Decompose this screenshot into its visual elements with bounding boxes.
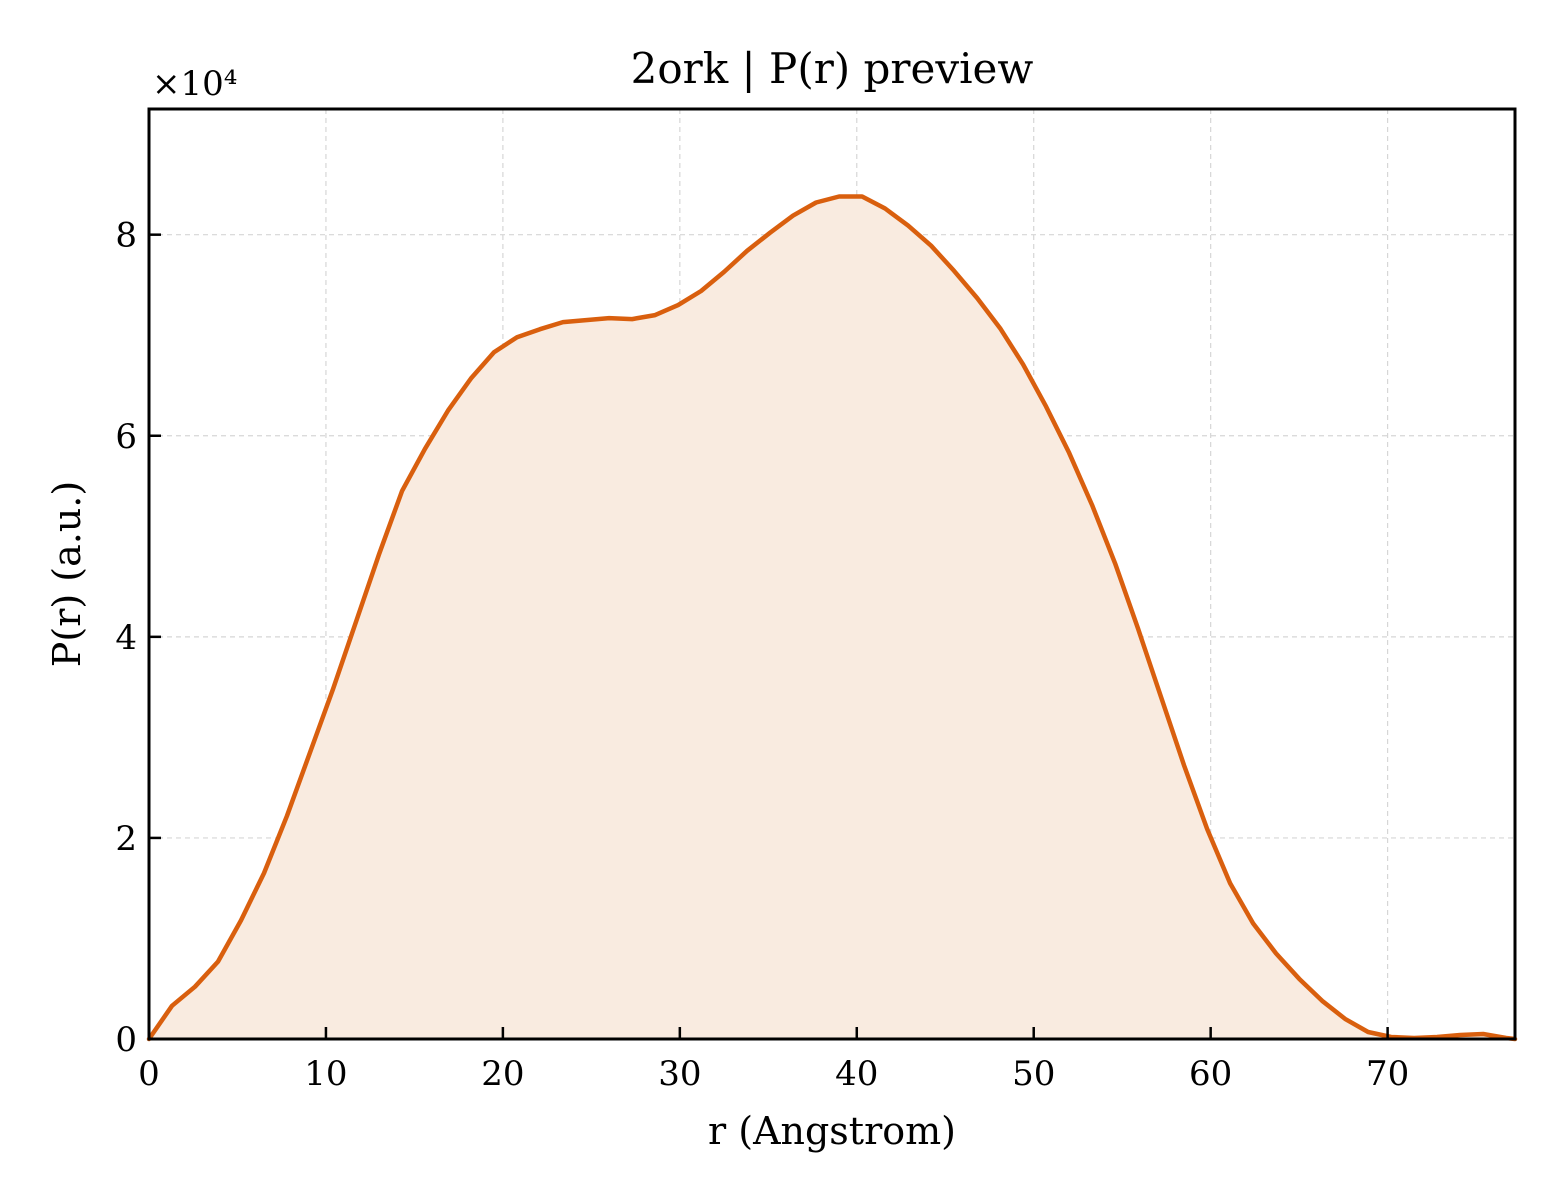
series-line	[146, 194, 1518, 1042]
y-tick-label: 2	[115, 819, 137, 859]
x-tick-label: 20	[481, 1054, 524, 1094]
area-layer	[146, 194, 1518, 1042]
x-tick-label: 0	[138, 1054, 160, 1094]
x-tick-label: 50	[1012, 1054, 1055, 1094]
y-tick-label: 8	[115, 216, 137, 256]
x-tick-label: 70	[1366, 1054, 1409, 1094]
x-tick-label: 30	[658, 1054, 701, 1094]
x-tick-label: 60	[1189, 1054, 1232, 1094]
axis-ticks: 0 10 20 30 40 50 60 70 0 2 4 6 8	[115, 216, 1409, 1094]
y-axis-multiplier: ×10⁴	[152, 64, 237, 104]
series-area-fill	[149, 196, 1515, 1039]
y-axis-label: P(r) (a.u.)	[45, 481, 89, 667]
y-tick-label: 4	[115, 618, 137, 658]
y-tick-label: 6	[115, 417, 137, 457]
x-tick-label: 10	[304, 1054, 347, 1094]
x-tick-label: 40	[835, 1054, 878, 1094]
y-tick-label: 0	[115, 1020, 137, 1060]
plot-frame	[147, 107, 1517, 1041]
x-axis-label: r (Angstrom)	[708, 1109, 956, 1153]
chart-title: 2ork | P(r) preview	[631, 44, 1034, 93]
